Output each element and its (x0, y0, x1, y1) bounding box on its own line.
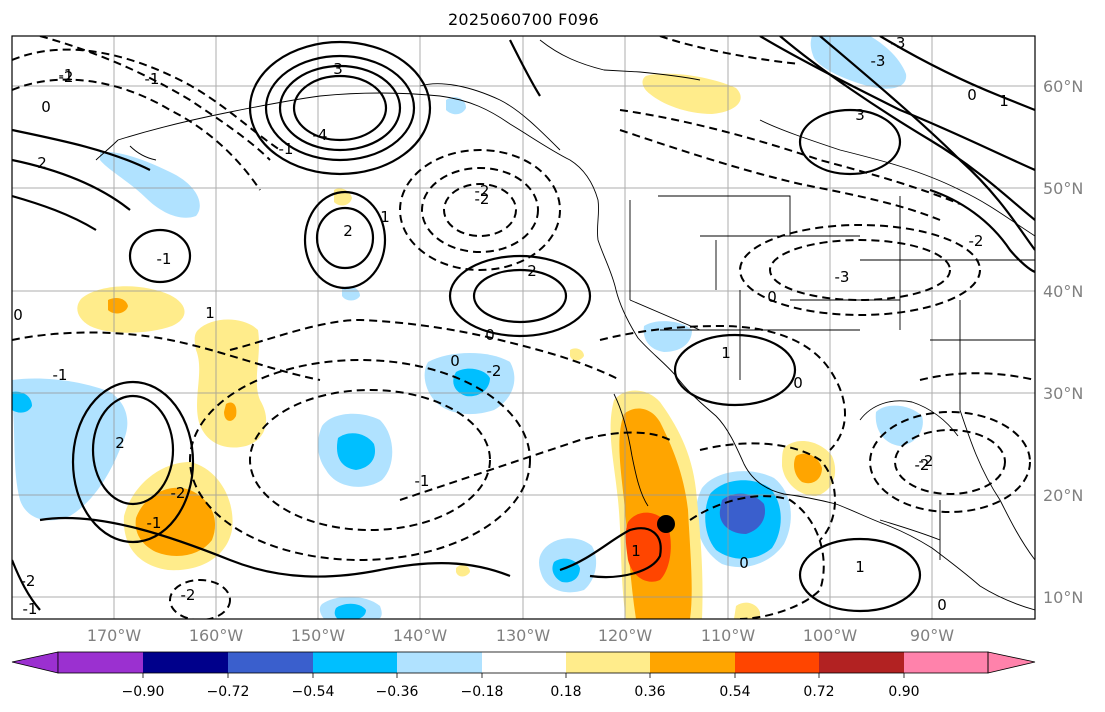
contour-label: 1 (205, 304, 215, 322)
contour-label: -2 (475, 182, 490, 200)
colorbar-frame (57, 651, 989, 674)
colorbar-segment (397, 652, 482, 673)
lat-label: 60°N (1043, 77, 1083, 96)
contour-label: -1 (415, 472, 430, 490)
dashed-contours (12, 36, 1035, 619)
contour-label: 3 (333, 60, 343, 78)
contour-label: 0 (13, 306, 23, 324)
contour-label: -2 (969, 232, 984, 250)
lat-label: 20°N (1043, 486, 1083, 505)
contour-label: 1 (721, 344, 731, 362)
contour-label: 3 (855, 106, 865, 124)
contour-label: 2 (343, 222, 353, 240)
colorbar-segment (904, 652, 988, 673)
solid-contours (12, 36, 1035, 613)
lon-label: 100°W (803, 626, 858, 645)
contour-label: -3 (871, 52, 886, 70)
contour-labels: 3 -4 2 1 2 -2 0 0 -1 -2 -1 -2 -3 0 -2 2 … (13, 34, 1009, 618)
contour-label: 0 (41, 98, 51, 116)
contour-label: 1 (380, 208, 390, 226)
colorbar-segment (482, 652, 566, 673)
contour-label: -1 (147, 514, 162, 532)
contour-label: 2 (115, 434, 125, 452)
colorbar-tick-label: 0.18 (550, 684, 581, 700)
contour-label: -2 (181, 586, 196, 604)
contour-label: 0 (767, 288, 777, 306)
lat-label: 10°N (1043, 588, 1083, 607)
colorbar-tick-label: −0.18 (461, 684, 504, 700)
contour-label: -2 (475, 190, 490, 208)
contour-label: -1 (157, 250, 172, 268)
contour-label: -3 (891, 34, 906, 52)
colorbar-segment (735, 652, 819, 673)
contour-label: -1 (23, 600, 38, 618)
colorbar-tick-label: 0.54 (719, 684, 750, 700)
contour-label: 0 (937, 596, 947, 614)
colorbar-segment (58, 652, 143, 673)
contour-label: -4 (313, 126, 328, 144)
colorbar-tick-label: −0.90 (122, 684, 165, 700)
colorbar-segment (313, 652, 397, 673)
lon-label: 150°W (291, 626, 346, 645)
contour-label: 1 (631, 542, 641, 560)
latitude-labels: 60°N 50°N 40°N 30°N 20°N 10°N (1043, 77, 1083, 607)
colorbar-tick-label: −0.54 (292, 684, 335, 700)
colorbar-segment (650, 652, 735, 673)
tropical-cyclone-marker (657, 515, 675, 533)
colorbar-ticks (142, 673, 905, 678)
lat-label: 40°N (1043, 282, 1083, 301)
contour-label: -1 (59, 66, 74, 84)
lon-label: 170°W (87, 626, 142, 645)
longitude-labels: 170°W 160°W 150°W 140°W 130°W 120°W 110°… (87, 626, 954, 645)
contour-label: 0 (793, 374, 803, 392)
map-title: 2025060700 F096 (447, 10, 600, 29)
contour-label: -3 (835, 268, 850, 286)
contour-label: 0 (450, 352, 460, 370)
contour-label: -2 (487, 362, 502, 380)
lon-label: 130°W (496, 626, 551, 645)
colorbar-tick-label: 0.72 (803, 684, 834, 700)
lat-label: 50°N (1043, 179, 1083, 198)
colorbar-segment (566, 652, 650, 673)
graticule (12, 36, 1035, 619)
lon-label: 120°W (598, 626, 653, 645)
lon-label: 160°W (189, 626, 244, 645)
contour-label: 2 (527, 262, 537, 280)
colorbar-tick-label: −0.72 (207, 684, 250, 700)
colorbar-segment (228, 652, 313, 673)
contour-label: 0 (967, 86, 977, 104)
lon-label: 110°W (701, 626, 756, 645)
contour-label: -1 (53, 366, 68, 384)
contour-label: -2 (59, 68, 74, 86)
colorbar: −0.90 −0.72 −0.54 −0.36 −0.18 0.18 0.36 … (11, 651, 1036, 700)
contour-label: 0 (739, 554, 749, 572)
colorbar-tick-label: −0.36 (376, 684, 419, 700)
lon-label: 90°W (910, 626, 954, 645)
contour-label: -2 (21, 572, 36, 590)
colorbar-segment (819, 652, 904, 673)
colorbar-max-extend (987, 651, 1036, 674)
contour-label: 2 (37, 154, 47, 172)
map-frame (11, 35, 1036, 620)
contour-label: -2 (919, 452, 934, 470)
contour-label: 0 (485, 326, 495, 344)
colorbar-min-extend (11, 651, 59, 674)
colorbar-tick-label: 0.90 (888, 684, 919, 700)
contour-label: -1 (279, 140, 294, 158)
contour-label: -1 (145, 70, 160, 88)
lat-label: 30°N (1043, 384, 1083, 403)
contour-label: 1 (999, 92, 1009, 110)
contour-label: -2 (915, 456, 930, 474)
lon-label: 140°W (393, 626, 448, 645)
contour-label: 1 (855, 558, 865, 576)
colorbar-tick-label: 0.36 (634, 684, 665, 700)
colorbar-segment (143, 652, 228, 673)
contour-label: -2 (171, 484, 186, 502)
